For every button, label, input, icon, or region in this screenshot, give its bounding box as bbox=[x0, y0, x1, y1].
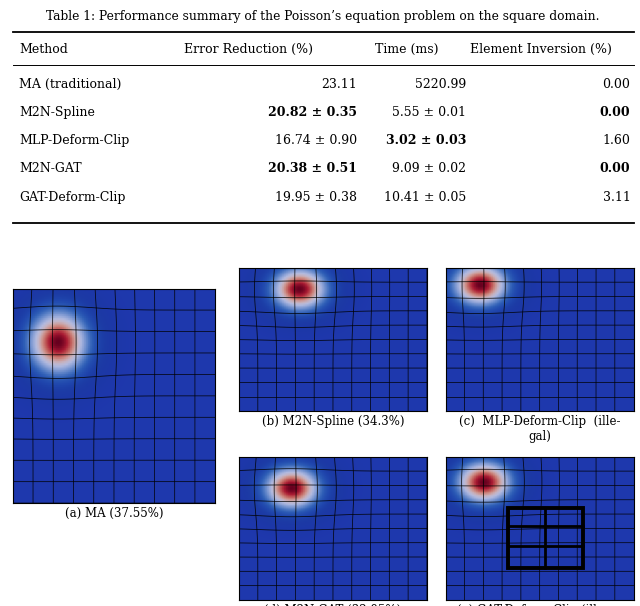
Text: M2N-GAT: M2N-GAT bbox=[19, 162, 82, 176]
Text: 3.11: 3.11 bbox=[603, 191, 630, 204]
Text: 0.00: 0.00 bbox=[603, 78, 630, 91]
Text: 3.02 ± 0.03: 3.02 ± 0.03 bbox=[386, 134, 466, 147]
Text: 0.00: 0.00 bbox=[600, 162, 630, 176]
X-axis label: (c)  MLP-Deform-Clip  (ille-
gal): (c) MLP-Deform-Clip (ille- gal) bbox=[459, 415, 620, 443]
Text: Method: Method bbox=[19, 43, 68, 56]
Text: GAT-Deform-Clip: GAT-Deform-Clip bbox=[19, 191, 125, 204]
X-axis label: (e) GAT-Deform-Clip (illega-
l): (e) GAT-Deform-Clip (illega- l) bbox=[457, 604, 622, 606]
Text: Table 1: Performance summary of the Poisson’s equation problem on the square dom: Table 1: Performance summary of the Pois… bbox=[47, 10, 600, 23]
Text: 20.82 ± 0.35: 20.82 ± 0.35 bbox=[268, 106, 357, 119]
Bar bbox=[508, 508, 583, 568]
Text: Error Reduction (%): Error Reduction (%) bbox=[184, 43, 313, 56]
Text: 10.41 ± 0.05: 10.41 ± 0.05 bbox=[384, 191, 466, 204]
Text: Time (ms): Time (ms) bbox=[375, 43, 439, 56]
X-axis label: (b) M2N-Spline (34.3%): (b) M2N-Spline (34.3%) bbox=[262, 415, 404, 428]
Text: 0.00: 0.00 bbox=[600, 106, 630, 119]
Text: 9.09 ± 0.02: 9.09 ± 0.02 bbox=[392, 162, 466, 176]
Text: MLP-Deform-Clip: MLP-Deform-Clip bbox=[19, 134, 129, 147]
Text: M2N-Spline: M2N-Spline bbox=[19, 106, 95, 119]
Text: 5.55 ± 0.01: 5.55 ± 0.01 bbox=[392, 106, 466, 119]
X-axis label: (d) M2N-GAT (32.05%): (d) M2N-GAT (32.05%) bbox=[264, 604, 401, 606]
Text: 1.60: 1.60 bbox=[603, 134, 630, 147]
Text: MA (traditional): MA (traditional) bbox=[19, 78, 122, 91]
X-axis label: (a) MA (37.55%): (a) MA (37.55%) bbox=[65, 507, 163, 521]
Text: Element Inversion (%): Element Inversion (%) bbox=[470, 43, 611, 56]
Text: 16.74 ± 0.90: 16.74 ± 0.90 bbox=[275, 134, 357, 147]
Text: 5220.99: 5220.99 bbox=[415, 78, 466, 91]
Text: 19.95 ± 0.38: 19.95 ± 0.38 bbox=[275, 191, 357, 204]
Text: 23.11: 23.11 bbox=[321, 78, 357, 91]
Text: 20.38 ± 0.51: 20.38 ± 0.51 bbox=[268, 162, 357, 176]
